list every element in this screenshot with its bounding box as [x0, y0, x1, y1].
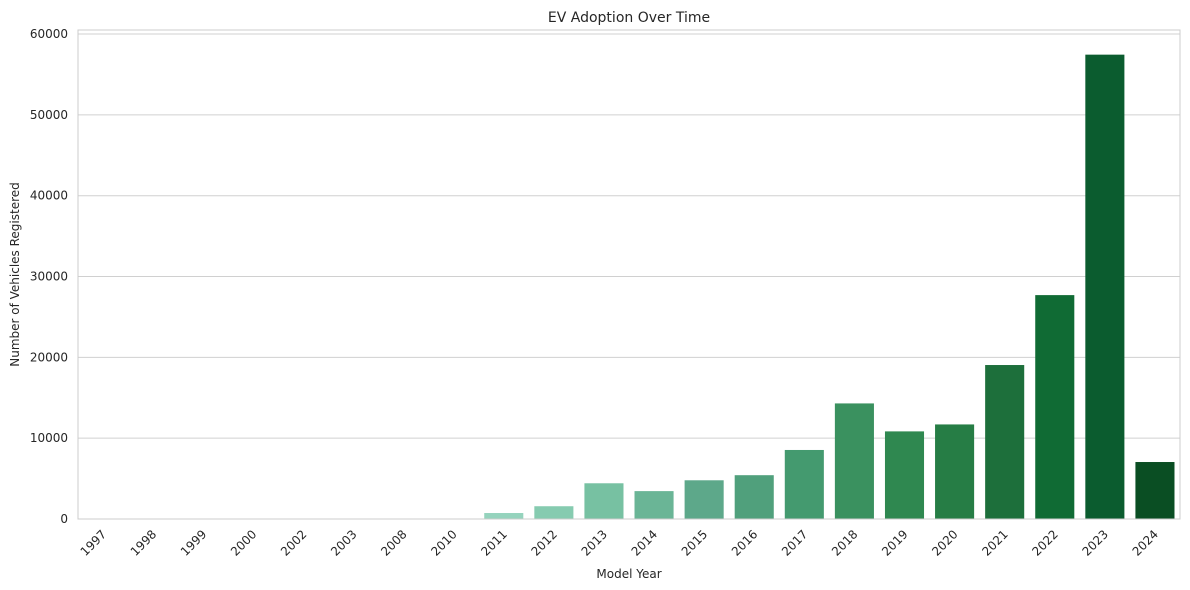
y-tick-label: 20000	[30, 350, 68, 364]
bar-2022	[1035, 295, 1075, 519]
x-tick-label: 2020	[929, 527, 960, 558]
bar-2021	[985, 365, 1025, 519]
x-tick-label: 2016	[729, 527, 760, 558]
x-tick-label: 2003	[328, 527, 359, 558]
x-tick-label: 1999	[178, 527, 209, 558]
y-axis-label: Number of Vehicles Registered	[8, 182, 22, 367]
x-tick-label: 2024	[1130, 527, 1161, 558]
bar-2013	[584, 483, 624, 519]
x-tick-labels: 1997 1998 1999 2000 2002 2003 2008 2010 2011 2012…	[78, 527, 1161, 558]
x-tick-label: 2011	[478, 527, 509, 558]
x-axis-label: Model Year	[596, 567, 661, 581]
y-tick-label: 0	[60, 512, 68, 526]
x-tick-label: 2000	[228, 527, 259, 558]
x-tick-label: 2017	[779, 527, 810, 558]
bar-2015	[684, 480, 724, 519]
bar-2020	[935, 424, 975, 519]
y-tick-label: 40000	[30, 189, 68, 203]
bar-2019	[884, 431, 925, 519]
bar-2016	[734, 475, 774, 519]
bar-2014	[634, 491, 674, 519]
gridlines	[78, 33, 1180, 520]
x-tick-label: 2010	[428, 527, 459, 558]
x-tick-label: 1997	[78, 527, 109, 558]
y-tick-label: 10000	[30, 431, 68, 445]
x-tick-label: 2013	[579, 527, 610, 558]
x-tick-label: 2019	[879, 527, 910, 558]
x-tick-label: 1998	[128, 527, 159, 558]
y-tick-label: 30000	[30, 270, 68, 284]
bar-2018	[834, 403, 874, 519]
x-tick-label: 2014	[629, 527, 660, 558]
x-tick-label: 2023	[1079, 527, 1110, 558]
y-tick-label: 50000	[30, 108, 68, 122]
x-tick-label: 2008	[378, 527, 409, 558]
plot-frame	[77, 29, 1181, 520]
x-tick-label: 2022	[1029, 527, 1060, 558]
bar-2023	[1085, 54, 1125, 519]
chart-title: EV Adoption Over Time	[548, 10, 710, 26]
x-tick-label: 2002	[278, 527, 309, 558]
bar-2011	[484, 513, 524, 519]
bar-2024	[1135, 462, 1175, 519]
x-tick-label: 2018	[829, 527, 860, 558]
bar-2017	[784, 449, 824, 519]
x-tick-label: 2012	[528, 527, 559, 558]
bars	[83, 54, 1175, 519]
y-tick-label: 60000	[30, 27, 68, 41]
y-tick-labels: 0 10000 20000 30000 40000 50000 60000	[30, 27, 68, 526]
x-tick-label: 2015	[679, 527, 710, 558]
x-tick-label: 2021	[979, 527, 1010, 558]
bar-2012	[534, 506, 574, 519]
